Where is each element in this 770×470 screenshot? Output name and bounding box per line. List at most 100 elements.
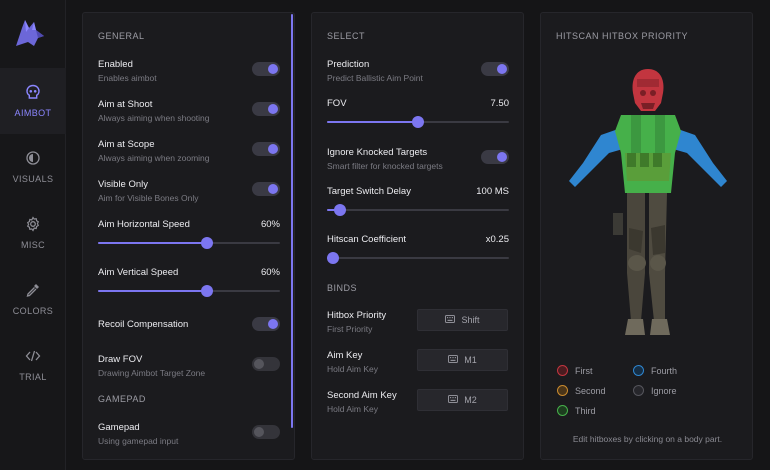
prediction-row: Prediction Predict Ballistic Aim Point — [327, 59, 509, 83]
hitscan-coefficient-row: Hitscan Coefficient x0.25 — [327, 234, 509, 264]
gamepad-toggle[interactable] — [252, 425, 280, 439]
fov-row: FOV 7.50 — [327, 98, 509, 128]
section-title-hitbox: HITSCAN HITBOX PRIORITY — [556, 31, 689, 41]
legend-first: First — [557, 365, 593, 376]
section-title-binds: BINDS — [327, 283, 358, 293]
hitscan-coefficient-slider[interactable] — [327, 252, 509, 264]
setting-title: Recoil Compensation — [98, 319, 189, 330]
aim-vertical-speed-slider[interactable] — [98, 285, 280, 297]
slider-thumb[interactable] — [327, 252, 339, 264]
eye-icon — [25, 150, 41, 166]
sidebar-item-label: AIMBOT — [14, 108, 52, 118]
recoil-compensation-toggle[interactable] — [252, 317, 280, 331]
setting-title: Aim at Shoot — [98, 99, 153, 110]
aim-vertical-speed-row: Aim Vertical Speed 60% — [98, 267, 280, 297]
legend-second-dot — [557, 385, 568, 396]
sidebar-item-aimbot[interactable]: AIMBOT — [0, 68, 66, 134]
character-model — [561, 53, 734, 353]
setting-title: Aim Horizontal Speed — [98, 219, 190, 230]
visible-only-toggle[interactable] — [252, 182, 280, 196]
aim-key-button[interactable]: M1 — [417, 349, 508, 371]
code-icon — [25, 348, 41, 364]
keyboard-icon — [445, 315, 456, 325]
slider-thumb[interactable] — [201, 285, 214, 297]
keyboard-icon — [448, 355, 459, 365]
legend-ignore-dot — [633, 385, 644, 396]
aim-at-scope-toggle[interactable] — [252, 142, 280, 156]
hitbox-panel: HITSCAN HITBOX PRIORITY — [540, 12, 753, 460]
setting-title: Prediction — [327, 59, 370, 70]
aim-at-scope-row: Aim at Scope Always aiming when zooming — [98, 139, 280, 163]
setting-description: Always aiming when zooming — [98, 153, 210, 163]
wolf-logo-icon — [12, 16, 48, 52]
legend-fourth-dot — [633, 365, 644, 376]
draw-fov-toggle[interactable] — [252, 357, 280, 371]
key-label: M2 — [464, 395, 477, 405]
legend-label: Fourth — [651, 365, 678, 376]
visible-only-row: Visible Only Aim for Visible Bones Only — [98, 179, 280, 203]
setting-title: Draw FOV — [98, 354, 143, 365]
setting-description: Hold Aim Key — [327, 404, 379, 414]
target-switch-delay-slider[interactable] — [327, 204, 509, 216]
setting-value: x0.25 — [485, 234, 509, 245]
bind-row-hitbox-priority: Hitbox Priority First Priority — [327, 310, 509, 334]
enabled-row: Enabled Enables aimbot — [98, 59, 280, 83]
skull-icon — [25, 84, 41, 100]
eyedropper-icon — [25, 282, 41, 298]
select-panel: SELECT Prediction Predict Ballistic Aim … — [311, 12, 524, 460]
key-label: Shift — [461, 315, 480, 325]
hitbox-right-arm[interactable] — [673, 128, 727, 187]
legend-ignore: Ignore — [633, 385, 677, 396]
setting-title: Second Aim Key — [327, 390, 397, 401]
hitbox-priority-key-button[interactable]: Shift — [417, 309, 508, 331]
slider-thumb[interactable] — [201, 237, 214, 249]
prediction-toggle[interactable] — [481, 62, 509, 76]
bind-row-aim-key: Aim Key Hold Aim Key — [327, 350, 509, 374]
setting-description: Always aiming when shooting — [98, 113, 210, 123]
legend-third-dot — [557, 405, 568, 416]
bind-row-second-aim-key: Second Aim Key Hold Aim Key — [327, 390, 509, 414]
aim-horizontal-speed-row: Aim Horizontal Speed 60% — [98, 219, 280, 249]
slider-thumb[interactable] — [333, 204, 346, 216]
sidebar-item-misc[interactable]: MISC — [0, 200, 66, 266]
fov-slider[interactable] — [327, 116, 509, 128]
legend-fourth: Fourth — [633, 365, 677, 376]
setting-description: Smart filter for knocked targets — [327, 161, 443, 171]
setting-value: 7.50 — [490, 98, 510, 109]
sidebar-item-label: MISC — [20, 240, 46, 250]
sidebar-item-label: TRIAL — [19, 372, 47, 382]
setting-value: 60% — [260, 267, 280, 278]
sidebar-item-label: COLORS — [12, 306, 54, 316]
legend-label: Third — [575, 405, 596, 416]
target-switch-delay-row: Target Switch Delay 100 MS — [327, 186, 509, 216]
sidebar-item-colors[interactable]: COLORS — [0, 266, 66, 332]
setting-title: Aim Vertical Speed — [98, 267, 179, 278]
setting-title: Target Switch Delay — [327, 186, 411, 197]
setting-title: Visible Only — [98, 179, 148, 190]
legend-second: Second — [557, 385, 606, 396]
legend-label: First — [575, 365, 593, 376]
setting-value: 60% — [260, 219, 280, 230]
enabled-toggle[interactable] — [252, 62, 280, 76]
legend-label: Second — [575, 385, 606, 396]
keyboard-icon — [448, 395, 459, 405]
setting-title: Hitscan Coefficient — [327, 234, 407, 245]
legend-third: Third — [557, 405, 596, 416]
setting-title: Aim Key — [327, 350, 363, 361]
draw-fov-row: Draw FOV Drawing Aimbot Target Zone — [98, 354, 280, 378]
general-panel-scrollbar[interactable] — [291, 14, 293, 428]
setting-description: Predict Ballistic Aim Point — [327, 73, 423, 83]
setting-description: Aim for Visible Bones Only — [98, 193, 199, 203]
hitbox-left-arm[interactable] — [569, 128, 623, 187]
aim-horizontal-speed-slider[interactable] — [98, 237, 280, 249]
sidebar-item-visuals[interactable]: VISUALS — [0, 134, 66, 200]
setting-description: Hold Aim Key — [327, 364, 379, 374]
section-title-general: GENERAL — [98, 31, 145, 41]
recoil-compensation-row: Recoil Compensation — [98, 317, 280, 331]
sidebar-item-label: VISUALS — [12, 174, 54, 184]
second-aim-key-button[interactable]: M2 — [417, 389, 508, 411]
aim-at-shoot-toggle[interactable] — [252, 102, 280, 116]
sidebar-item-trial[interactable]: TRIAL — [0, 332, 66, 398]
ignore-knocked-targets-toggle[interactable] — [481, 150, 509, 164]
slider-thumb[interactable] — [412, 116, 424, 128]
